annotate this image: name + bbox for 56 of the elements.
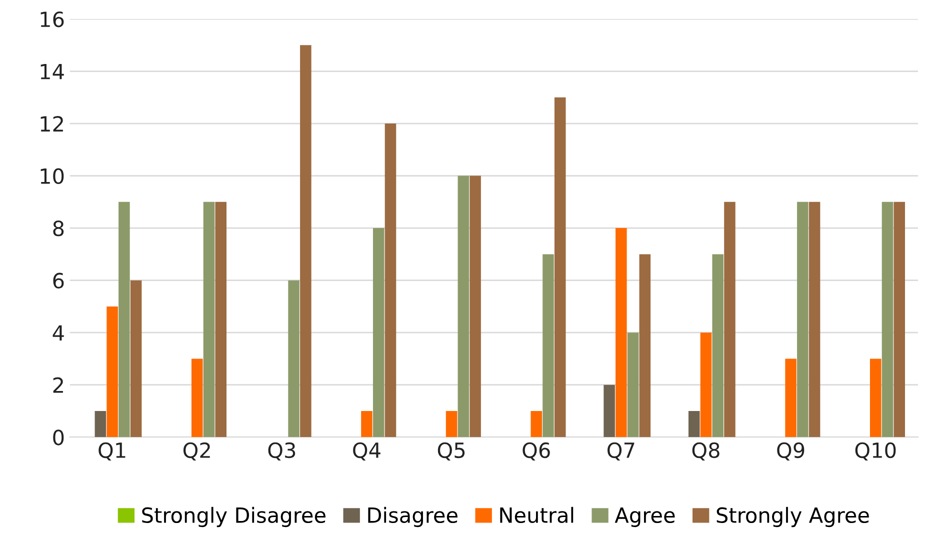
y-tick-label: 2 <box>53 377 63 393</box>
x-tick-label: Q5 <box>438 442 465 460</box>
bar <box>808 202 820 438</box>
y-tick-label: 10 <box>40 168 64 184</box>
bar <box>554 97 566 438</box>
bar <box>785 358 796 438</box>
bar <box>361 410 372 438</box>
bar <box>106 306 118 438</box>
bar <box>118 202 130 438</box>
bar <box>724 202 736 438</box>
y-tick-label: 6 <box>53 272 64 289</box>
bar <box>94 410 106 438</box>
y-tick-label: 0 <box>53 430 64 446</box>
bar <box>894 202 905 438</box>
x-tick-label: Q2 <box>183 442 210 460</box>
x-tick-label: Q8 <box>692 442 720 460</box>
bar <box>384 124 396 438</box>
legend-label: Neutral <box>500 506 574 524</box>
bar <box>530 410 542 438</box>
bar <box>300 45 312 438</box>
y-tick-label: 8 <box>53 220 64 236</box>
x-tick-label: Q3 <box>268 442 296 460</box>
x-tick-label: Q1 <box>98 442 126 460</box>
x-tick-label: Q7 <box>608 442 634 460</box>
bar <box>288 280 300 438</box>
bar <box>688 410 700 438</box>
bar <box>130 280 142 438</box>
y-tick-label: 4 <box>52 325 64 341</box>
bar <box>542 254 554 438</box>
bar <box>191 358 203 438</box>
bar <box>797 202 808 438</box>
legend-label: Agree <box>614 508 675 528</box>
bar <box>470 176 481 438</box>
bar <box>372 228 384 438</box>
x-tick-label: Q4 <box>353 442 380 460</box>
bar <box>604 384 615 438</box>
y-tick-label: 16 <box>40 11 64 28</box>
legend-label: Strongly Disagree <box>142 506 326 528</box>
bar <box>639 254 651 438</box>
legend-label: Strongly Agree <box>716 506 869 528</box>
x-tick-label: Q9 <box>777 442 804 460</box>
bar <box>712 254 724 438</box>
y-tick-label: 12 <box>40 116 63 132</box>
bar <box>870 358 882 438</box>
bar <box>458 176 470 438</box>
bar <box>203 202 215 438</box>
x-tick-label: Q6 <box>522 442 550 460</box>
bar <box>882 202 894 438</box>
bar <box>700 332 712 438</box>
bar <box>215 202 227 438</box>
y-tick-label: 14 <box>40 64 64 80</box>
bar <box>616 228 627 438</box>
bar <box>627 332 639 438</box>
x-tick-label: Q10 <box>855 442 896 460</box>
bar <box>446 410 458 438</box>
legend-label: Disagree <box>368 506 458 528</box>
